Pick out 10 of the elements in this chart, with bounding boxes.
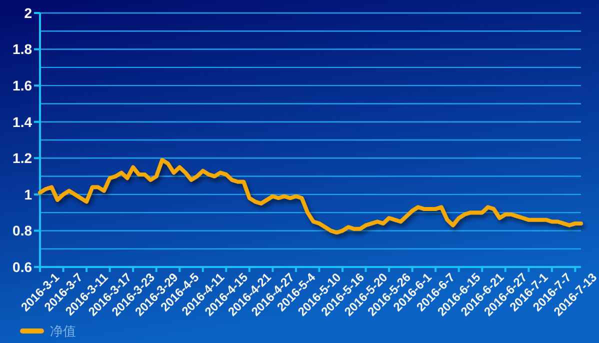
y-tick-label: 1.8 <box>12 41 32 58</box>
y-tick-label: 0.6 <box>12 258 32 275</box>
y-tick-label: 2 <box>24 4 32 21</box>
y-tick-label: 1.4 <box>12 114 32 130</box>
y-tick-label: 0.8 <box>12 222 32 239</box>
y-tick-label: 1.6 <box>12 77 32 94</box>
y-tick-label: 1.2 <box>12 150 32 166</box>
legend-label: 净值 <box>50 324 76 339</box>
y-tick-label: 1 <box>24 186 32 202</box>
line-series <box>38 158 583 235</box>
